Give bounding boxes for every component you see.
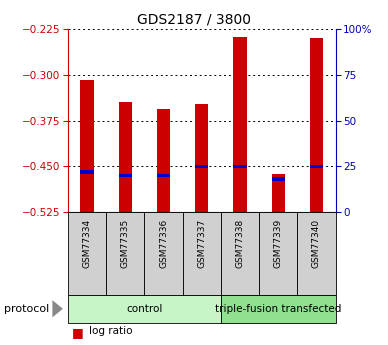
Text: GSM77336: GSM77336: [159, 219, 168, 268]
Text: GDS2187 / 3800: GDS2187 / 3800: [137, 12, 251, 26]
Bar: [144, 212, 183, 295]
Text: GSM77334: GSM77334: [83, 219, 92, 268]
Bar: [310, 38, 323, 212]
Bar: [259, 212, 297, 295]
Bar: [68, 212, 106, 295]
Text: GSM77339: GSM77339: [274, 219, 283, 268]
Bar: [157, 174, 170, 177]
Text: log ratio: log ratio: [89, 326, 133, 336]
Bar: [195, 165, 208, 168]
Bar: [233, 37, 247, 212]
Text: ■: ■: [72, 326, 83, 339]
Bar: [80, 80, 94, 212]
Bar: [183, 212, 221, 295]
Bar: [106, 212, 144, 295]
Bar: [119, 102, 132, 212]
Bar: [157, 109, 170, 212]
Bar: [297, 212, 336, 295]
Bar: [195, 104, 208, 212]
Text: GSM77338: GSM77338: [236, 219, 244, 268]
Bar: [272, 174, 285, 212]
Bar: [80, 170, 94, 174]
Text: GSM77340: GSM77340: [312, 219, 321, 268]
Bar: [68, 295, 221, 323]
Polygon shape: [52, 300, 63, 317]
Bar: [233, 165, 247, 168]
Bar: [310, 165, 323, 168]
Text: GSM77337: GSM77337: [197, 219, 206, 268]
Text: control: control: [126, 304, 163, 314]
Bar: [221, 295, 336, 323]
Bar: [221, 212, 259, 295]
Text: triple-fusion transfected: triple-fusion transfected: [215, 304, 341, 314]
Text: GSM77335: GSM77335: [121, 219, 130, 268]
Text: protocol: protocol: [4, 304, 49, 314]
Bar: [119, 174, 132, 177]
Bar: [272, 177, 285, 181]
